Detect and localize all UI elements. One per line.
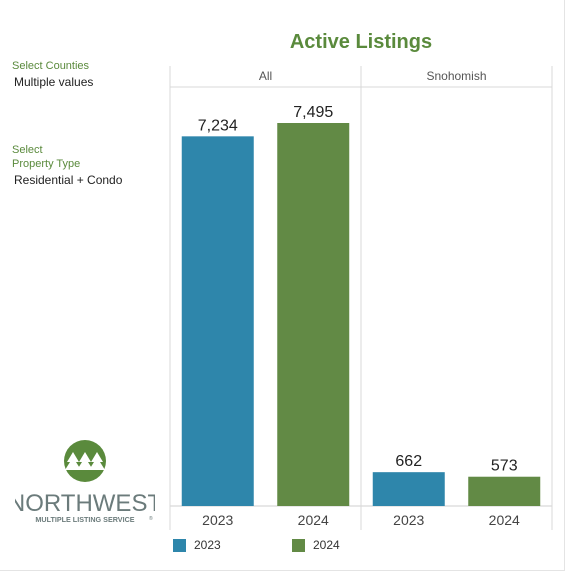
bar-snohomish-2024	[468, 476, 541, 506]
legend-item-2024[interactable]: 2024	[292, 538, 340, 552]
logo-name: NORTHWEST	[15, 490, 155, 517]
property-type-filter-label-line2: Property Type	[12, 158, 81, 170]
nwmls-logo: NORTHWEST MULTIPLE LISTING SERVICE ®	[8, 440, 162, 525]
counties-filter-label: Select Counties	[12, 60, 90, 72]
bar-all-2024	[277, 123, 350, 506]
panel-header-snohomish: Snohomish	[426, 69, 486, 83]
legend-swatch-2023	[173, 538, 186, 552]
x-tick-label-snohomish-2023: 2023	[393, 512, 424, 528]
legend-swatch-2024	[292, 538, 305, 552]
data-label-all-2023: 7,234	[198, 117, 238, 134]
data-label-all-2024: 7,495	[293, 104, 333, 121]
counties-filter-dropdown[interactable]: Multiple values	[14, 75, 94, 89]
nwmls-logo-mark: NORTHWEST MULTIPLE LISTING SERVICE ®	[8, 440, 162, 524]
data-label-snohomish-2023: 662	[395, 453, 422, 470]
panel-header-all: All	[259, 69, 272, 83]
property-type-filter-label-line1: Select	[12, 144, 43, 156]
property-type-filter-dropdown[interactable]: Residential + Condo	[14, 173, 123, 187]
x-tick-label-snohomish-2024: 2024	[489, 512, 520, 528]
legend-label-2023: 2023	[194, 538, 221, 552]
bar-all-2023	[181, 136, 254, 507]
chart-title: Active Listings	[289, 31, 433, 53]
data-label-snohomish-2024: 573	[491, 458, 518, 475]
logo-tagline: MULTIPLE LISTING SERVICE	[35, 515, 134, 524]
x-tick-label-all-2023: 2023	[202, 512, 233, 528]
logo-registered-mark: ®	[149, 515, 153, 522]
legend-label-2024: 2024	[313, 538, 340, 552]
legend-item-2023[interactable]: 2023	[173, 538, 221, 552]
x-tick-label-all-2024: 2024	[298, 512, 329, 528]
bar-snohomish-2023	[372, 472, 445, 506]
